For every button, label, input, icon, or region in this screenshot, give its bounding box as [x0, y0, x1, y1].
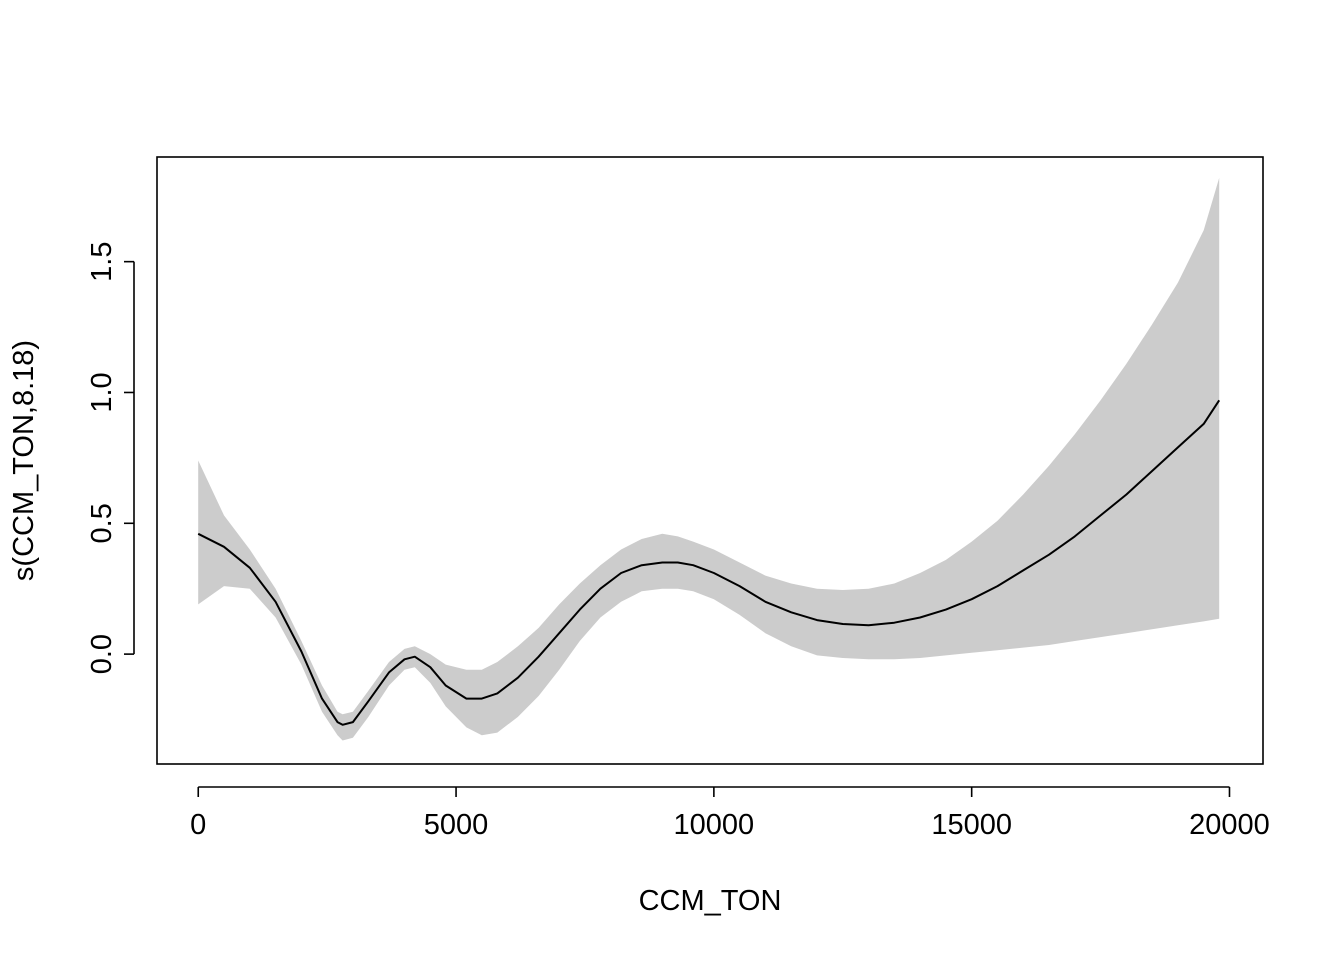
y-tick-label: 1.5	[86, 242, 118, 282]
plot-frame	[156, 156, 1264, 765]
x-axis-label: CCM_TON	[639, 885, 782, 917]
x-tick-label: 0	[190, 809, 206, 841]
y-tick-label: 1.0	[86, 372, 118, 412]
x-tick-label: 20000	[1189, 809, 1270, 841]
smooth-estimate-line	[197, 399, 1221, 726]
y-axis-label: s(CCM_TON,8.18)	[8, 340, 40, 581]
y-tick-label: 0.5	[86, 503, 118, 543]
y-tick-label: 0.0	[86, 634, 118, 674]
confidence-band-layer	[198, 177, 1220, 741]
confidence-band	[198, 177, 1220, 741]
x-tick-label: 15000	[931, 809, 1012, 841]
x-tick-label: 5000	[424, 809, 489, 841]
smooth-line-layer	[197, 399, 1221, 726]
y-axis: 0.0 0.5 1.0 1.5	[86, 242, 135, 674]
x-axis: 0 5000 10000 15000 20000	[190, 786, 1270, 841]
x-tick-label: 10000	[674, 809, 755, 841]
